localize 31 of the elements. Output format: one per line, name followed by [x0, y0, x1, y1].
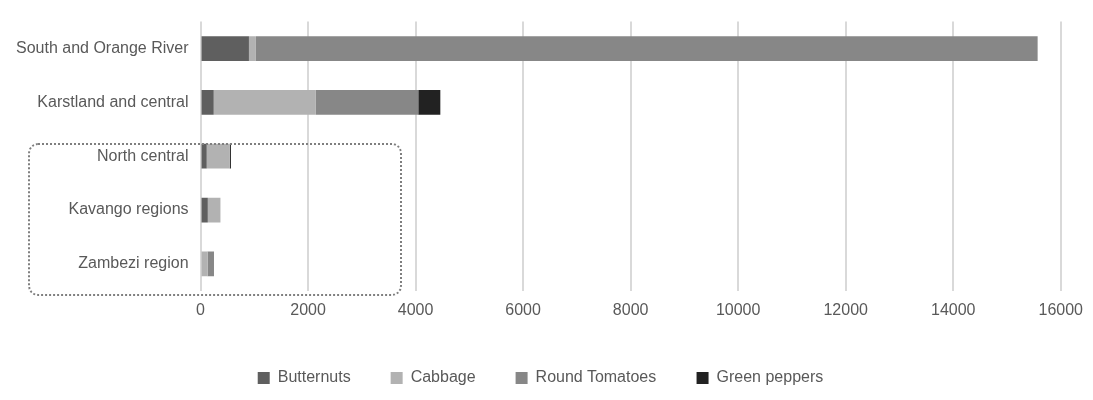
bar — [201, 251, 208, 277]
legend-label: Round Tomatoes — [535, 368, 657, 386]
x-tick-label: 16000 — [1038, 300, 1084, 318]
x-tick-label: 8000 — [612, 300, 649, 318]
x-tick-label: 14000 — [930, 300, 976, 318]
y-tick-label: Zambezi region — [78, 254, 189, 272]
bar — [315, 89, 419, 115]
legend-label: Cabbage — [410, 368, 476, 386]
x-tick-label: 10000 — [715, 300, 761, 318]
bar — [201, 143, 207, 169]
x-tick-label: 2000 — [290, 300, 326, 318]
bar — [255, 36, 1038, 61]
bar — [206, 143, 230, 169]
bar — [248, 36, 256, 61]
y-tick-label: Karstland and central — [37, 92, 189, 110]
y-tick-label: Kavango regions — [68, 200, 189, 218]
bar — [201, 36, 249, 61]
bar — [201, 89, 214, 115]
bar — [418, 89, 441, 115]
y-tick-label: North central — [96, 146, 189, 164]
x-tick-label: 0 — [196, 300, 206, 318]
bar — [207, 197, 221, 223]
bar — [207, 251, 214, 277]
y-tick-label: South and Orange River — [16, 38, 190, 56]
legend-label: Green peppers — [716, 368, 824, 386]
bar — [213, 89, 316, 115]
x-tick-label: 12000 — [823, 300, 869, 318]
x-tick-label: 4000 — [397, 300, 434, 318]
legend-label: Butternuts — [277, 368, 351, 386]
bar — [201, 197, 208, 223]
x-tick-label: 6000 — [505, 300, 542, 318]
